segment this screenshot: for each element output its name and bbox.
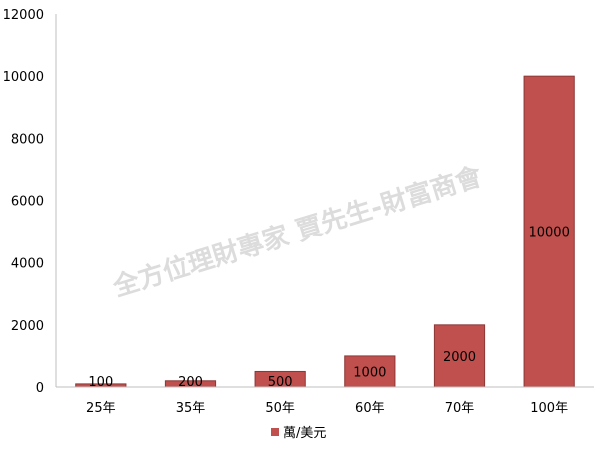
y-axis-tick-labels: 0 2000 4000 6000 8000 10000 12000	[3, 8, 44, 396]
x-axis-tick-labels: 25年 35年 50年 60年 70年 100年	[86, 401, 568, 416]
watermark: 全方位理財專家 賈先生-財富商會	[108, 161, 486, 303]
data-label: 2000	[443, 350, 476, 365]
data-label: 1000	[353, 365, 386, 380]
x-tick-label: 100年	[530, 401, 568, 416]
data-label: 100	[88, 375, 113, 390]
y-tick-label: 10000	[3, 70, 44, 85]
bar	[344, 355, 396, 388]
y-tick-label: 4000	[11, 257, 44, 272]
y-tick-label: 6000	[11, 195, 44, 210]
x-tick-label: 50年	[265, 401, 295, 416]
legend-label: 萬/美元	[283, 426, 326, 441]
x-tick-label: 35年	[176, 401, 206, 416]
y-tick-label: 12000	[3, 8, 44, 23]
y-tick-label: 0	[36, 381, 44, 396]
watermark-text: 全方位理財專家 賈先生-財富商會	[108, 161, 486, 303]
data-label: 10000	[528, 226, 569, 241]
x-tick-label: 25年	[86, 401, 116, 416]
legend-swatch	[271, 428, 279, 436]
y-tick-label: 8000	[11, 132, 44, 147]
x-tick-label: 70年	[445, 401, 475, 416]
data-label: 500	[268, 375, 293, 390]
data-labels: 100 200 500 1000 2000 10000	[88, 226, 569, 390]
bar	[523, 75, 575, 388]
bar	[433, 324, 486, 388]
x-tick-label: 60年	[355, 401, 385, 416]
y-tick-label: 2000	[11, 319, 44, 334]
legend: 萬/美元	[271, 426, 326, 441]
bars	[75, 75, 575, 388]
data-label: 200	[178, 375, 203, 390]
